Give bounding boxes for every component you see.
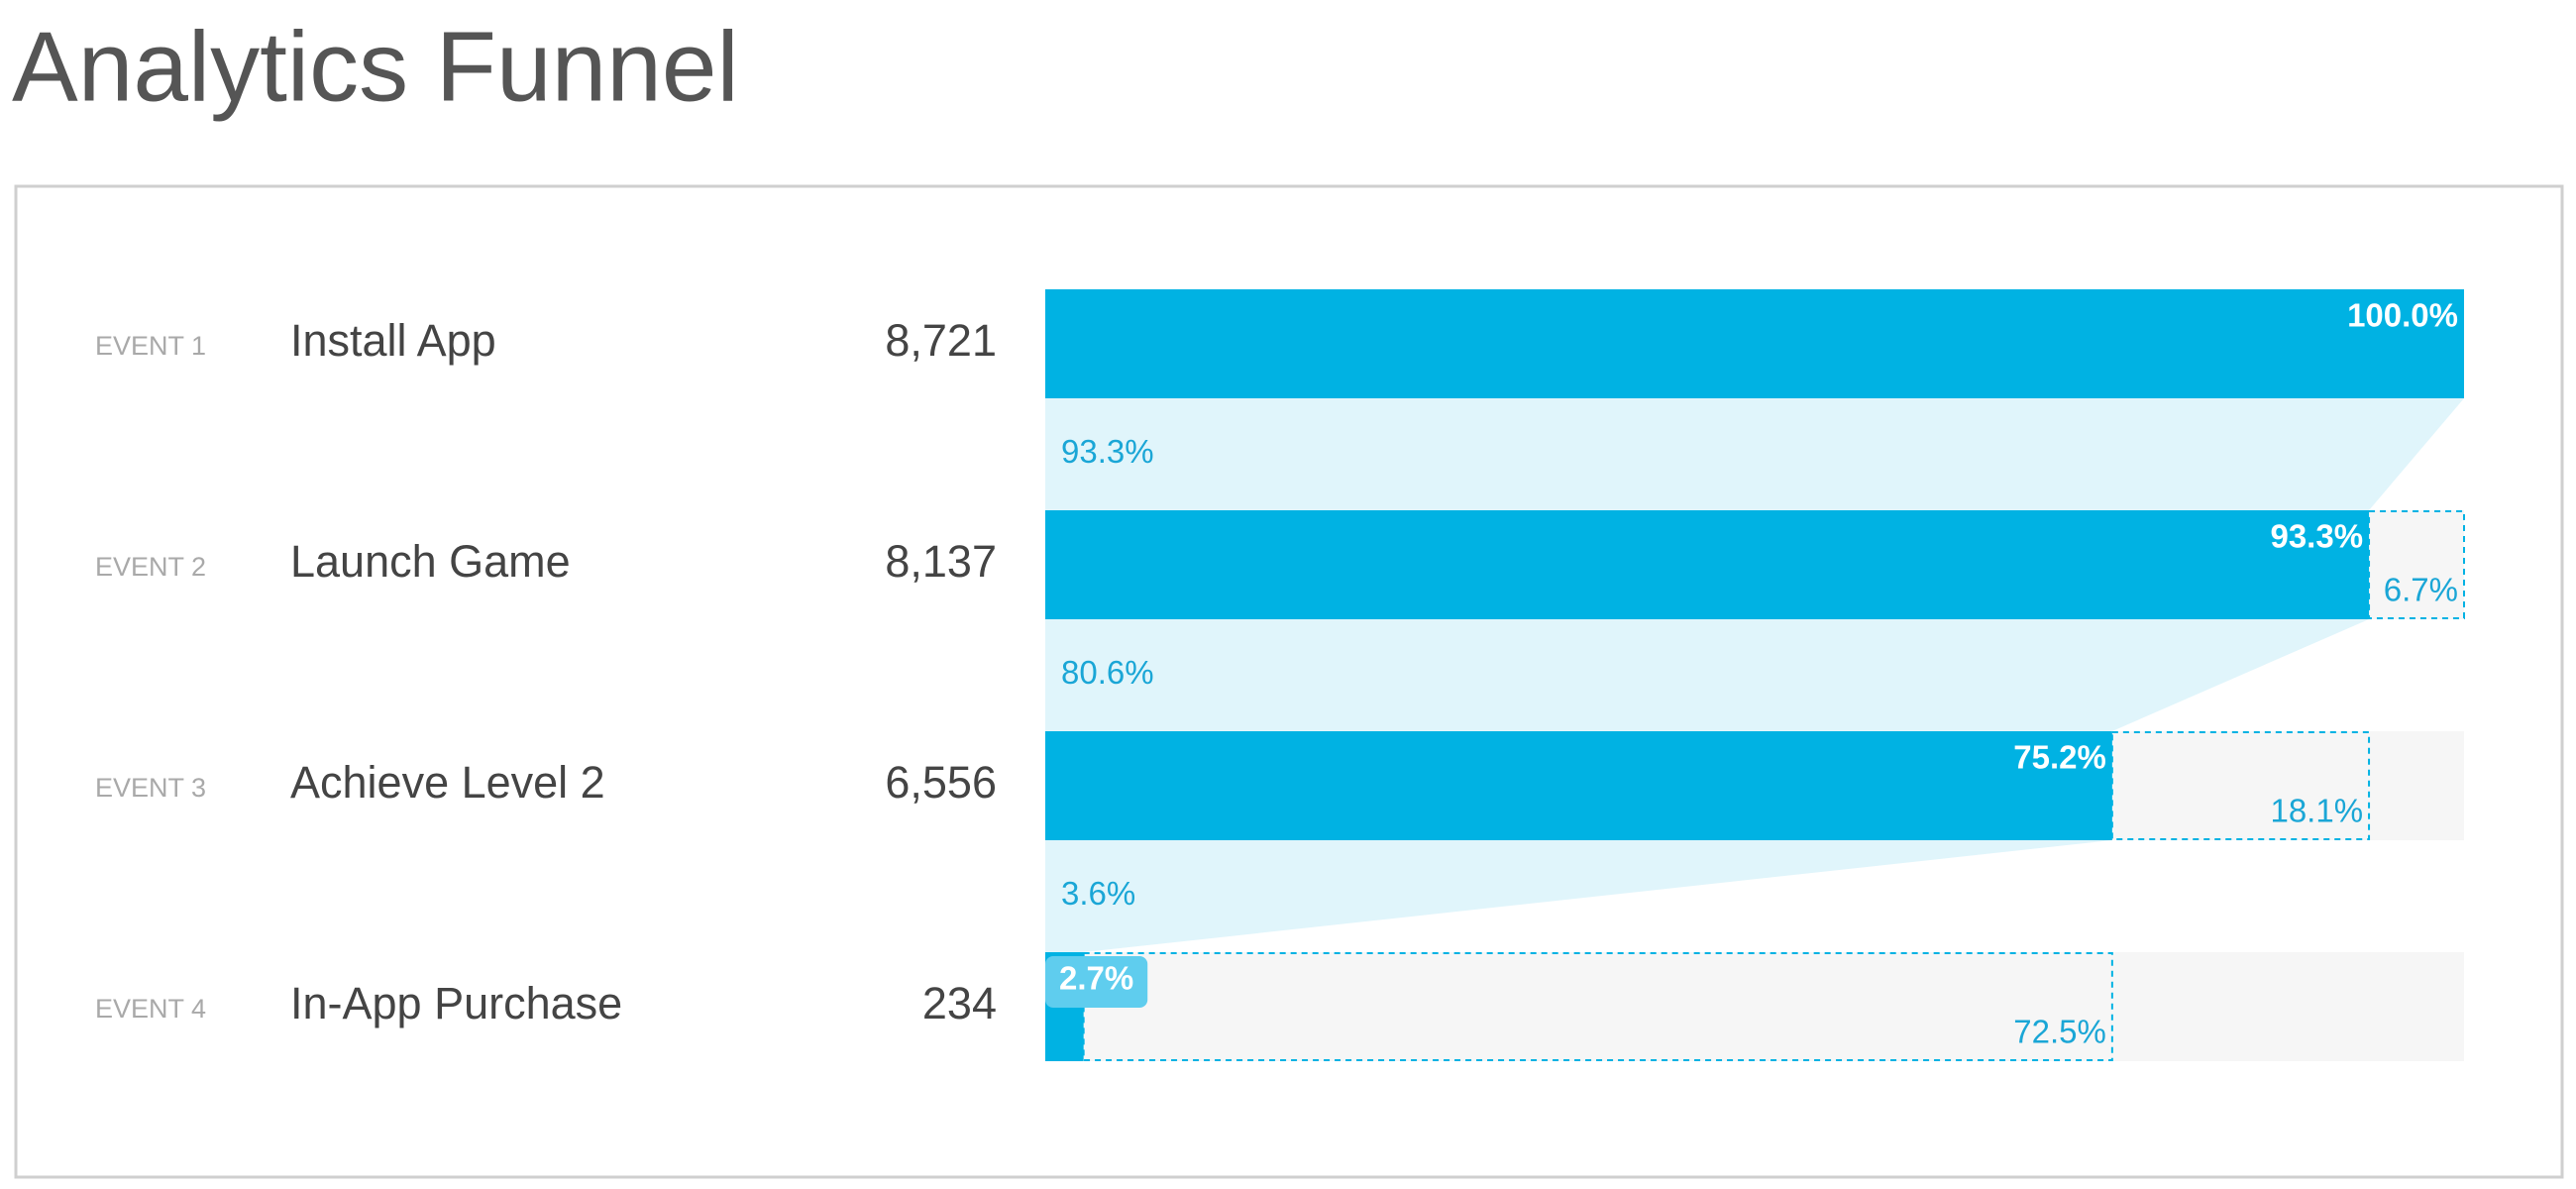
dropoff-box xyxy=(2110,731,2371,840)
share-label-bg xyxy=(1045,956,1148,1008)
count-label: 234 xyxy=(922,978,997,1028)
step-label: EVENT 1 xyxy=(95,331,206,361)
category-label: Achieve Level 2 xyxy=(290,757,605,808)
category-label: Launch Game xyxy=(290,536,571,587)
share-bar xyxy=(1045,510,2370,619)
count-label: 8,721 xyxy=(885,315,997,366)
conversion-label: 80.6% xyxy=(1061,654,1154,691)
chart-title: Analytics Funnel xyxy=(12,11,739,122)
conversion-band xyxy=(1045,398,2464,510)
dropoff-label: 72.5% xyxy=(2013,1014,2106,1050)
share-label: 75.2% xyxy=(2013,739,2106,776)
count-label: 8,137 xyxy=(885,536,997,587)
step-label: EVENT 2 xyxy=(95,552,206,582)
conversion-label: 3.6% xyxy=(1061,875,1135,912)
share-label: 100.0% xyxy=(2347,297,2458,334)
conversion-label: 93.3% xyxy=(1061,433,1154,470)
dropoff-box xyxy=(2368,510,2465,619)
share-label: 2.7% xyxy=(1059,960,1133,997)
conversion-band xyxy=(1045,619,2370,731)
category-label: Install App xyxy=(290,315,496,366)
category-label: In-App Purchase xyxy=(290,978,622,1028)
share-label: 93.3% xyxy=(2270,518,2363,555)
step-label: EVENT 3 xyxy=(95,773,206,803)
count-label: 6,556 xyxy=(885,757,997,808)
dropoff-label: 18.1% xyxy=(2270,793,2363,829)
share-bar xyxy=(1045,731,2112,840)
dropoff-label: 6.7% xyxy=(2384,572,2458,608)
conversion-band xyxy=(1045,840,2112,952)
row-track xyxy=(1045,952,2464,1061)
step-label: EVENT 4 xyxy=(95,994,206,1024)
share-bar xyxy=(1045,289,2464,398)
panel-frame xyxy=(14,184,2564,1179)
